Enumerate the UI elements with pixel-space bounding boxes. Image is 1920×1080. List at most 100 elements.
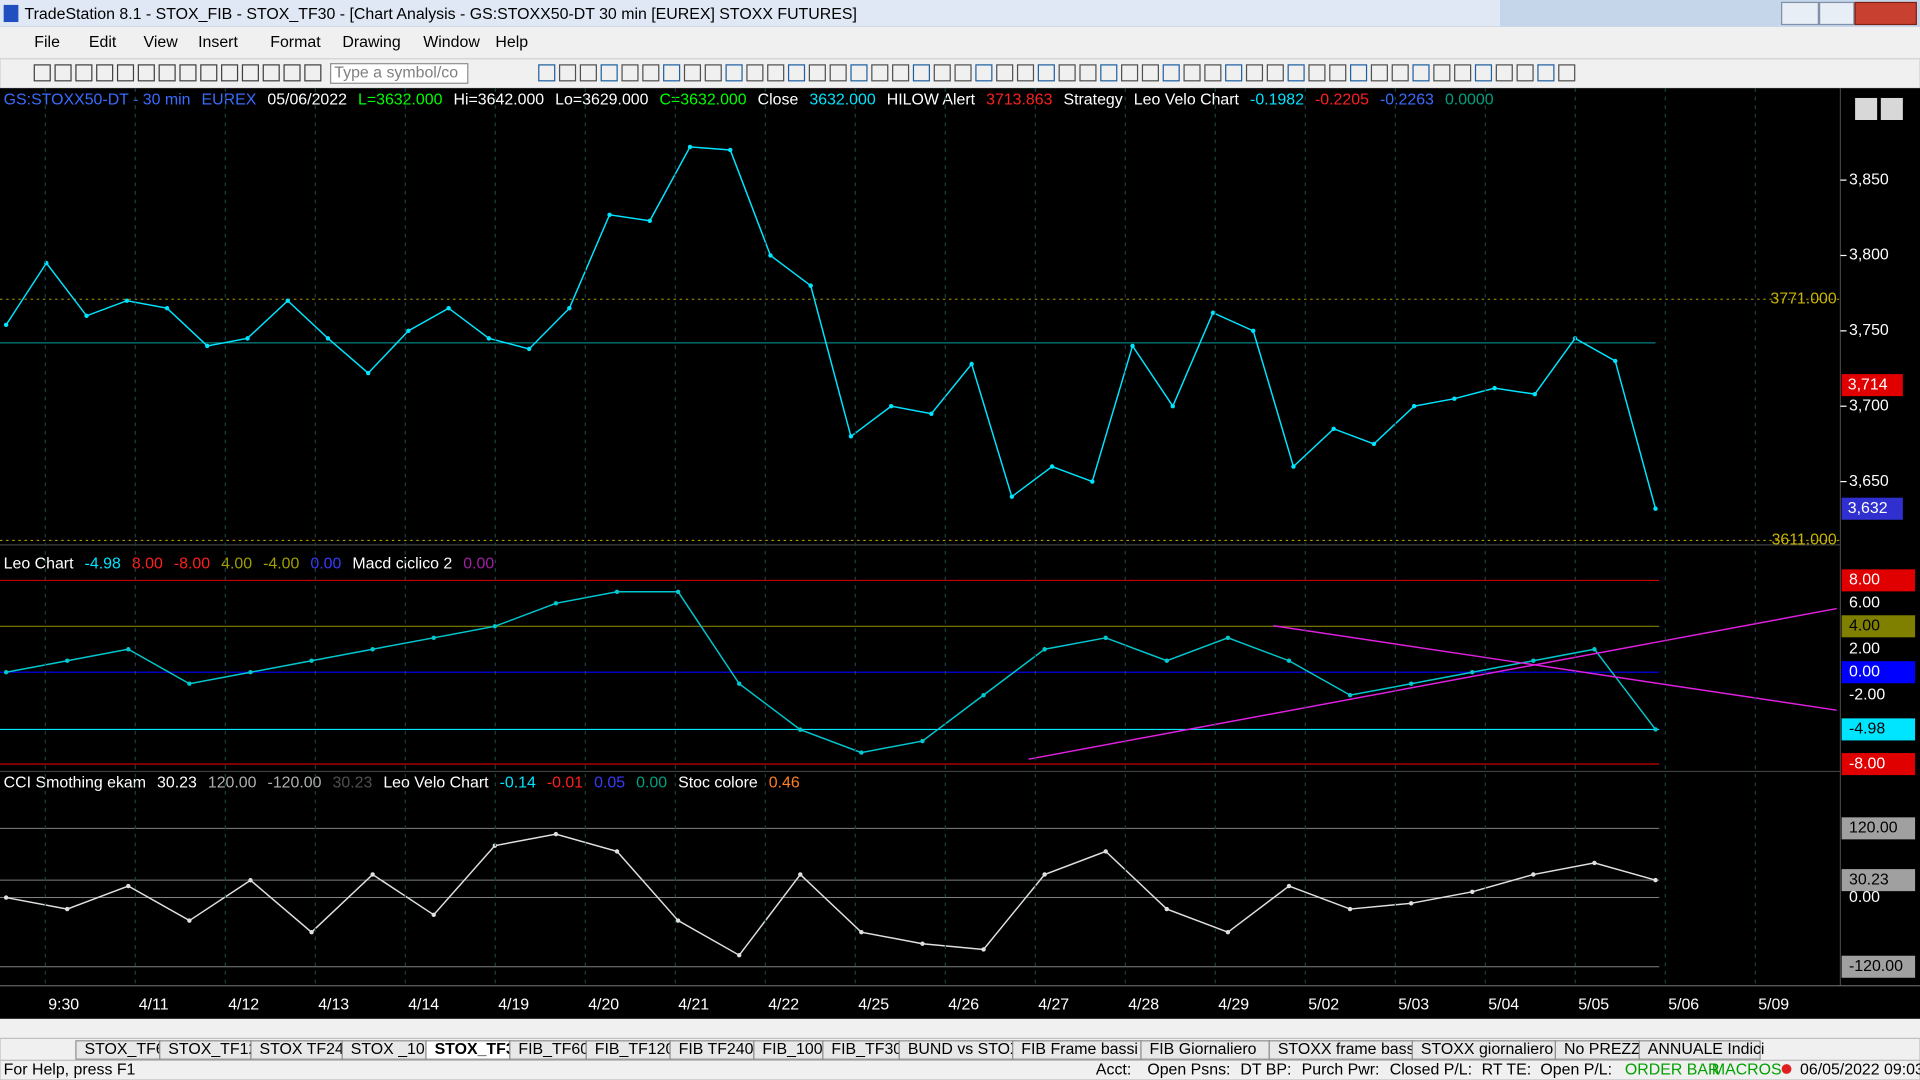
tab-label: FIB_TF30 [831, 1041, 902, 1058]
series-point [981, 947, 986, 952]
status-macros[interactable]: MACROS [1712, 1061, 1782, 1078]
menu-item[interactable]: Help [495, 34, 528, 51]
toolbar-icon[interactable] [262, 64, 280, 82]
toolbar-icon[interactable] [200, 64, 218, 82]
pane-restore[interactable] [1880, 97, 1903, 120]
menu-item[interactable]: Format [270, 34, 321, 51]
toolbar-icon[interactable] [850, 64, 868, 82]
tab[interactable] [1638, 1040, 1761, 1060]
pane-minimize[interactable] [1855, 97, 1878, 120]
series-point [1531, 658, 1536, 663]
toolbar-icon[interactable] [1516, 64, 1534, 82]
menu-item[interactable]: Insert [198, 34, 238, 51]
toolbar-icon[interactable] [787, 64, 806, 82]
toolbar-icon[interactable] [1308, 64, 1326, 82]
toolbar-icon[interactable] [1391, 64, 1409, 82]
toolbar-icon[interactable] [808, 64, 826, 82]
menu-item[interactable]: View [144, 34, 179, 51]
series-line [5, 146, 1657, 509]
header-item: -4.00 [263, 556, 299, 573]
toolbar-icon[interactable] [1266, 64, 1284, 82]
maximize-button[interactable] [1818, 1, 1855, 26]
toolbar-icon[interactable] [892, 64, 910, 82]
toolbar-icon[interactable] [600, 64, 618, 82]
toolbar-icon[interactable] [304, 64, 322, 82]
scrollbar[interactable] [0, 1018, 1920, 1039]
tab-label: FIB_100 [762, 1041, 822, 1058]
toolbar-icon[interactable] [179, 64, 197, 82]
toolbar-icon[interactable] [1558, 64, 1576, 82]
toolbar-icon[interactable] [1037, 64, 1055, 82]
toolbar-icon[interactable] [221, 64, 239, 82]
toolbar-icon[interactable] [241, 64, 259, 82]
toolbar-icon[interactable] [1121, 64, 1139, 82]
toolbar-icon[interactable] [54, 64, 72, 82]
toolbar-icon[interactable] [1412, 64, 1430, 82]
series-point [808, 283, 813, 288]
minimize-button[interactable] [1781, 1, 1819, 26]
toolbar-icon[interactable] [1183, 64, 1201, 82]
level-label: 3611.000 [1772, 532, 1837, 549]
toolbar-icon[interactable] [558, 64, 577, 82]
series-point [736, 681, 742, 686]
toolbar-icon[interactable] [1058, 64, 1076, 82]
toolbar-icon[interactable] [137, 64, 155, 82]
toolbar-icon[interactable] [954, 64, 972, 82]
header-item: Leo Velo Chart [383, 775, 489, 792]
toolbar-icon[interactable] [933, 64, 951, 82]
toolbar-icon[interactable] [704, 64, 722, 82]
toolbar-icon[interactable] [1079, 64, 1097, 82]
toolbar-icon[interactable] [1287, 64, 1305, 82]
toolbar-icon[interactable] [1162, 64, 1180, 82]
series-point [285, 298, 290, 303]
toolbar-icon[interactable] [683, 64, 702, 82]
menu-item[interactable]: File [34, 34, 60, 51]
tick-badge [1841, 661, 1916, 684]
toolbar-icon[interactable] [283, 64, 301, 82]
y-tick-label: 3,800 [1849, 247, 1889, 264]
toolbar-icon[interactable] [33, 64, 51, 82]
toolbar-icon[interactable] [538, 64, 556, 82]
menu-item[interactable]: Drawing [342, 34, 400, 51]
toolbar-icon[interactable] [116, 64, 135, 82]
close-button[interactable] [1854, 1, 1917, 26]
menu-item[interactable]: Edit [89, 34, 117, 51]
toolbar-icon[interactable] [1454, 64, 1472, 82]
status-help: For Help, press F1 [4, 1061, 136, 1078]
toolbar-icon[interactable] [663, 64, 681, 82]
series-point [1470, 670, 1475, 675]
menu-item[interactable]: Window [423, 34, 480, 51]
toolbar-icon[interactable] [746, 64, 764, 82]
toolbar-icon[interactable] [75, 64, 93, 82]
toolbar-icon[interactable] [1141, 64, 1159, 82]
status-order-bar[interactable]: ORDER BAR [1625, 1061, 1720, 1078]
pane-header: Leo Chart -4.98 8.00 -8.00 4.00 -4.00 0.00 Macd… [4, 556, 495, 573]
toolbar-icon[interactable] [1370, 64, 1388, 82]
toolbar-icon[interactable] [725, 64, 743, 82]
toolbar-icon[interactable] [1329, 64, 1347, 82]
toolbar-icon[interactable] [621, 64, 639, 82]
toolbar-icon[interactable] [1537, 64, 1555, 82]
toolbar-icon[interactable] [1225, 64, 1243, 82]
toolbar-icon[interactable] [1350, 64, 1368, 82]
toolbar-icon[interactable] [829, 64, 847, 82]
toolbar-icon[interactable] [975, 64, 993, 82]
toolbar-icon[interactable] [1100, 64, 1118, 82]
toolbar-icon[interactable] [1433, 64, 1451, 82]
toolbar-icon[interactable] [1016, 64, 1035, 82]
toolbar-icon[interactable] [871, 64, 889, 82]
toolbar-icon[interactable] [996, 64, 1014, 82]
toolbar-icon[interactable] [1245, 64, 1264, 82]
series-line [5, 591, 1657, 754]
toolbar-icon[interactable] [158, 64, 176, 82]
toolbar-icon[interactable] [1204, 64, 1222, 82]
toolbar-icon[interactable] [912, 64, 930, 82]
toolbar-icon[interactable] [1474, 64, 1493, 82]
toolbar-icon[interactable] [642, 64, 660, 82]
toolbar-icon[interactable] [767, 64, 785, 82]
symbol-box[interactable] [330, 63, 469, 84]
toolbar-icon[interactable] [96, 64, 114, 82]
series-point [1103, 635, 1108, 640]
toolbar-icon[interactable] [1495, 64, 1513, 82]
toolbar-icon[interactable] [579, 64, 597, 82]
